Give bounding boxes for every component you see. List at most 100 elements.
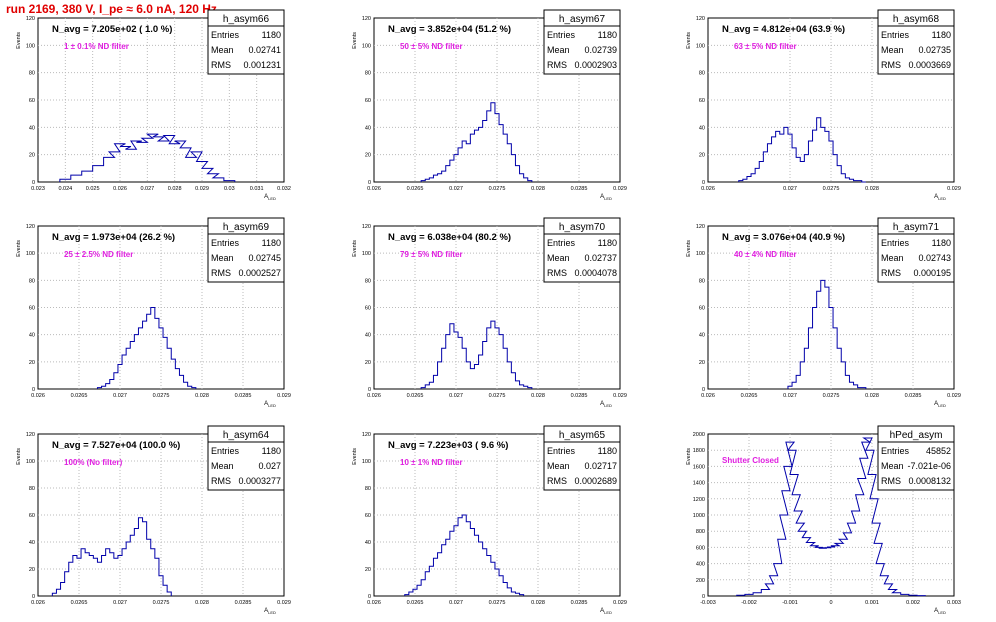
x-tick-label: 0.0285	[905, 393, 922, 399]
x-tick-label: 0.028	[531, 186, 545, 192]
x-tick-label: 0.028	[168, 186, 182, 192]
x-tick-label: 0.026	[113, 186, 127, 192]
y-tick-label: 100	[26, 43, 35, 49]
stats-value: 0.02717	[584, 461, 617, 471]
filter-annotation: 1 ± 0.1% ND filter	[64, 42, 129, 51]
x-tick-label: 0.027	[783, 393, 797, 399]
histogram-line	[51, 517, 172, 596]
x-axis-subscript: LED	[604, 196, 612, 201]
x-tick-label: 0.028	[865, 186, 879, 192]
x-axis-subscript: LED	[604, 403, 612, 408]
navg-label: N_avg = 3.076e+04 (40.9 %)	[722, 232, 845, 243]
y-tick-label: 60	[699, 306, 705, 312]
stats-box	[207, 9, 285, 75]
y-axis-label: Events	[16, 448, 22, 465]
x-tick-label: 0.026	[31, 393, 45, 399]
histogram-panel-h_asym70: 0 20 40 60 80 100 120 0.026 0.0265 0.027 0.0275 0.0…	[352, 217, 627, 408]
stats-label: Mean	[211, 253, 234, 263]
stats-label: RMS	[547, 268, 567, 278]
navg-label: N_avg = 7.205e+02 ( 1.0 %)	[52, 24, 172, 35]
filter-annotation: 40 ± 4% ND filter	[734, 250, 797, 259]
x-tick-label: 0	[829, 600, 832, 606]
y-tick-label: 100	[696, 43, 705, 49]
x-axis-label: ALED	[600, 401, 612, 408]
x-tick-label: 0.0285	[235, 600, 252, 606]
stats-label: RMS	[547, 476, 567, 486]
x-tick-label: 0.025	[86, 186, 100, 192]
x-tick-label: -0.002	[741, 600, 757, 606]
x-tick-label: 0.0265	[71, 393, 88, 399]
y-tick-label: 100	[26, 251, 35, 257]
y-tick-label: 100	[26, 459, 35, 465]
y-tick-label: 0	[702, 594, 705, 600]
y-tick-label: 120	[362, 16, 371, 22]
x-tick-label: 0.0265	[407, 600, 424, 606]
y-tick-label: 40	[29, 540, 35, 546]
y-axis-label: Events	[352, 32, 358, 49]
filter-annotation: 100% (No filter)	[64, 458, 123, 467]
y-tick-label: 120	[362, 432, 371, 438]
y-tick-label: 60	[29, 98, 35, 104]
y-tick-label: 100	[362, 43, 371, 49]
stats-label: Entries	[547, 30, 576, 40]
x-axis-label: ALED	[264, 401, 276, 408]
x-tick-label: 0.027	[113, 600, 127, 606]
y-tick-label: 60	[699, 98, 705, 104]
page-title: run 2169, 380 V, I_pe ≈ 6.0 nA, 120 Hz	[6, 2, 217, 16]
stats-label: Entries	[211, 238, 240, 248]
histogram-line	[96, 307, 197, 389]
y-tick-label: 800	[696, 529, 705, 535]
y-tick-label: 0	[702, 387, 705, 393]
y-tick-label: 20	[29, 360, 35, 366]
stats-value: 1180	[598, 238, 617, 248]
stats-value: 0.0004078	[574, 268, 617, 278]
y-tick-label: 120	[26, 432, 35, 438]
stats-value: 0.0002689	[574, 476, 617, 486]
y-tick-label: 100	[696, 251, 705, 257]
stats-value: 0.02739	[584, 45, 617, 55]
x-tick-label: -0.003	[700, 600, 716, 606]
y-tick-label: 1600	[693, 464, 705, 470]
y-tick-label: 80	[29, 278, 35, 284]
y-tick-label: 0	[32, 180, 35, 186]
y-axis-label: Events	[686, 240, 692, 257]
stats-label: Entries	[881, 238, 910, 248]
stats-value: 1180	[262, 446, 281, 456]
x-tick-label: 0.029	[195, 186, 209, 192]
y-tick-label: 80	[365, 71, 371, 77]
y-tick-label: 2000	[693, 432, 705, 438]
x-axis-subscript: LED	[604, 610, 612, 615]
stats-label: RMS	[881, 476, 901, 486]
stats-box	[207, 425, 285, 491]
stats-label: Mean	[211, 461, 234, 471]
y-tick-label: 0	[32, 594, 35, 600]
stats-label: Entries	[881, 446, 910, 456]
y-tick-label: 60	[365, 306, 371, 312]
y-tick-label: 40	[365, 125, 371, 131]
y-tick-label: 0	[702, 180, 705, 186]
y-tick-label: 20	[365, 360, 371, 366]
stats-label: Entries	[211, 446, 240, 456]
histogram-name: h_asym69	[223, 222, 270, 233]
x-tick-label: 0.027	[113, 393, 127, 399]
y-tick-label: 120	[696, 224, 705, 230]
stats-value: 1180	[262, 30, 281, 40]
x-axis-subscript: LED	[268, 403, 276, 408]
stats-value: 1180	[598, 446, 617, 456]
stats-label: Mean	[547, 45, 570, 55]
filter-annotation: 63 ± 5% ND filter	[734, 42, 797, 51]
y-tick-label: 600	[696, 545, 705, 551]
histogram-name: h_asym67	[559, 14, 606, 25]
navg-label: N_avg = 4.812e+04 (63.9 %)	[722, 24, 845, 35]
stats-value: 0.02743	[918, 253, 951, 263]
x-tick-label: 0.0275	[489, 600, 506, 606]
x-axis-label: ALED	[934, 401, 946, 408]
x-tick-label: 0.0265	[407, 186, 424, 192]
histogram-panel-h_asym71: 0 20 40 60 80 100 120 0.026 0.0265 0.027 0.0275 0.0…	[686, 217, 961, 408]
stats-label: Mean	[881, 461, 904, 471]
y-axis-label: Events	[352, 240, 358, 257]
histogram-panel-h_asym65: 0 20 40 60 80 100 120 0.026 0.0265 0.027 0.0275 0.0…	[352, 425, 627, 615]
histogram-name: h_asym71	[893, 222, 940, 233]
x-tick-label: 0.023	[31, 186, 45, 192]
